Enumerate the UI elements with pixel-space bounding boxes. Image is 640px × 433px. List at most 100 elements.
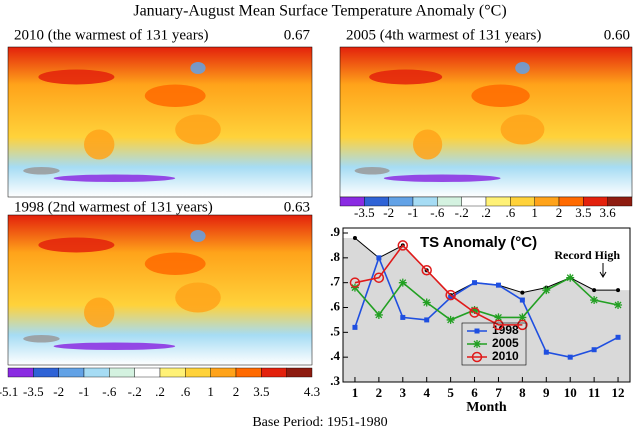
series-marker	[566, 273, 575, 282]
series-marker	[446, 315, 455, 324]
map	[7, 46, 313, 198]
series-marker	[424, 317, 430, 323]
colorbar-label: 3.5	[253, 384, 269, 399]
record-area	[343, 237, 630, 382]
colorbar-swatch	[286, 367, 313, 378]
map-patch	[23, 335, 60, 343]
colorbar-label: -.2	[455, 205, 469, 220]
series-marker	[374, 310, 383, 319]
colorbar-label: -.2	[128, 384, 142, 399]
map-label: 2010 (the warmest of 131 years)	[14, 27, 209, 43]
record-arrow	[599, 263, 607, 278]
series-line	[354, 276, 619, 321]
map-value: 0.60	[604, 27, 630, 43]
y-tick-label: .6	[330, 298, 340, 313]
record-point	[520, 290, 525, 295]
colorbar-swatch	[7, 367, 34, 378]
map-patch	[500, 114, 545, 145]
colorbar-label: .6	[505, 205, 515, 220]
colorbar-label: -2	[383, 205, 394, 220]
series-marker	[349, 277, 361, 288]
series-marker	[397, 240, 409, 251]
map-patch	[84, 129, 115, 160]
x-tick-label: 3	[400, 385, 407, 400]
x-axis-label: Month	[466, 400, 507, 415]
colorbar-label: .2	[155, 384, 165, 399]
y-tick-label: .5	[330, 323, 340, 338]
colorbar-swatch	[33, 367, 59, 378]
y-tick-label: .7	[330, 274, 340, 289]
colorbar-label: -1	[408, 205, 419, 220]
colorbar-swatch	[210, 367, 237, 378]
series-marker	[421, 265, 432, 276]
map-patch	[413, 129, 443, 160]
footer: Base Period: 1951-1980	[252, 415, 387, 430]
map-patch	[53, 174, 176, 182]
series-marker	[469, 307, 480, 318]
series-marker	[590, 296, 599, 305]
colorbar-label: -1	[79, 384, 90, 399]
legend-box	[461, 322, 527, 366]
record-point	[352, 235, 357, 240]
colorbar-label: 1	[207, 384, 214, 399]
colorbar-label: -5.1	[0, 384, 18, 399]
map-patch	[38, 237, 115, 253]
colorbar-swatch	[261, 367, 287, 378]
map-patch	[471, 84, 530, 107]
x-tick-label: 10	[564, 385, 577, 400]
legend-label: 2010	[492, 349, 519, 363]
x-tick-label: 2	[376, 385, 383, 400]
colorbar-swatch	[159, 367, 186, 378]
colorbar-swatch	[109, 367, 135, 378]
series-marker	[448, 295, 454, 301]
colorbar-label: .2	[481, 205, 491, 220]
x-tick-label: 4	[423, 385, 430, 400]
colorbar-swatch	[185, 367, 211, 378]
series-marker	[495, 282, 501, 288]
record-label: Record High	[554, 248, 620, 262]
map-patch	[369, 69, 443, 85]
x-tick-label: 5	[447, 385, 454, 400]
map-patch	[175, 114, 221, 145]
y-tick-label: .8	[330, 249, 340, 264]
x-tick-label: 1	[352, 385, 359, 400]
colorbar-label: -3.5	[354, 205, 375, 220]
map	[339, 46, 633, 198]
colorbar-label: 4.3	[304, 384, 320, 399]
colorbar-swatch	[235, 367, 262, 378]
map-patch	[144, 252, 206, 275]
series-marker	[591, 347, 597, 353]
legend-label: 1998	[492, 323, 519, 337]
series-marker	[445, 289, 456, 301]
colorbar-swatch	[607, 196, 633, 207]
colorbar-label: -2	[53, 384, 64, 399]
x-tick-label: 12	[612, 385, 625, 400]
series-marker	[567, 354, 573, 360]
colorbar-label: 2	[556, 205, 563, 220]
x-tick-label: 9	[543, 385, 550, 400]
colorbar-label: -.6	[102, 384, 117, 399]
colorbar-swatch	[83, 367, 110, 378]
colorbar-label: 3.5	[575, 205, 591, 220]
colorbar-swatch	[134, 367, 161, 378]
legend-label: 2005	[492, 336, 519, 350]
colorbar-label: 1	[531, 205, 538, 220]
plot-frame	[342, 227, 631, 383]
series-marker	[615, 334, 621, 340]
colorbar-label: 2	[233, 384, 240, 399]
record-point	[616, 288, 621, 293]
series-marker	[373, 272, 385, 283]
series-marker	[422, 298, 431, 307]
map-patch	[515, 62, 530, 74]
series-marker	[519, 297, 525, 303]
x-tick-label: 11	[588, 385, 600, 400]
map-patch	[175, 282, 221, 313]
series-marker	[493, 319, 504, 331]
colorbar-swatch	[58, 367, 85, 378]
x-tick-label: 6	[471, 385, 478, 400]
series-marker	[517, 319, 528, 331]
series-marker	[398, 278, 407, 287]
series-marker	[614, 301, 623, 310]
map-label: 1998 (2nd warmest of 131 years)	[14, 199, 213, 215]
